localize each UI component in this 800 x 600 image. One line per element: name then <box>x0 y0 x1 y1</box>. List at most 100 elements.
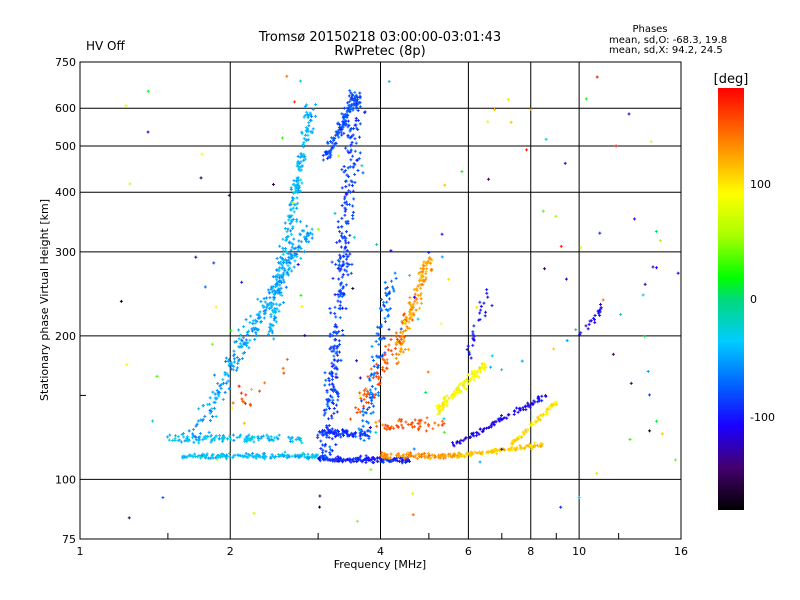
echo-point <box>368 430 372 434</box>
echo-point <box>369 412 373 416</box>
echo-point <box>274 274 278 278</box>
echo-point <box>374 430 378 434</box>
echo-point <box>223 390 227 394</box>
echo-point <box>299 152 303 156</box>
echo-point <box>210 453 214 457</box>
echo-point <box>349 143 353 147</box>
echo-point <box>426 259 430 263</box>
echo-point <box>333 312 337 316</box>
y-tick-label: 100 <box>55 473 76 486</box>
echo-point <box>532 444 536 448</box>
echo-point <box>370 402 374 406</box>
echo-point <box>197 435 201 439</box>
echo-point <box>245 333 249 337</box>
echo-point <box>286 234 290 238</box>
echo-point <box>286 264 290 268</box>
echo-point <box>413 299 417 303</box>
echo-point <box>382 454 386 458</box>
echo-point <box>418 425 422 429</box>
echo-point <box>361 409 365 413</box>
echo-point <box>219 386 223 390</box>
y-tick-label: 400 <box>55 186 76 199</box>
echo-point <box>563 161 567 165</box>
echo-point <box>417 306 421 310</box>
echo-point <box>323 455 327 459</box>
echo-point <box>324 408 328 412</box>
echo-point <box>211 390 215 394</box>
echo-point <box>338 304 342 308</box>
echo-point <box>182 435 186 439</box>
echo-point <box>406 326 410 330</box>
echo-point <box>385 455 389 459</box>
echo-point <box>226 437 230 441</box>
echo-point <box>269 455 273 459</box>
echo-point <box>276 437 280 441</box>
echo-point <box>442 430 446 434</box>
echo-point <box>337 306 341 310</box>
echo-point <box>290 269 294 273</box>
echo-point <box>337 277 341 281</box>
echo-point <box>249 314 253 318</box>
echo-point <box>345 202 349 206</box>
echo-point <box>263 300 267 304</box>
echo-point <box>501 416 505 420</box>
echo-point <box>277 287 281 291</box>
echo-point <box>434 455 438 459</box>
echo-point <box>401 426 405 430</box>
echo-point <box>407 301 411 305</box>
echo-point <box>387 292 391 296</box>
echo-point <box>419 453 423 457</box>
echo-point <box>230 406 234 410</box>
echo-point <box>304 133 308 137</box>
echo-point <box>310 454 314 458</box>
echo-point <box>586 327 590 331</box>
echo-point <box>248 338 252 342</box>
colorbar-tick-label: 0 <box>750 293 757 306</box>
echo-point <box>643 282 647 286</box>
echo-point <box>471 375 475 379</box>
echo-point <box>380 297 384 301</box>
echo-point <box>327 149 331 153</box>
echo-point <box>507 449 511 453</box>
echo-point <box>328 394 332 398</box>
echo-point <box>334 323 338 327</box>
echo-point <box>409 303 413 307</box>
echo-point <box>601 298 605 302</box>
echo-point <box>257 313 261 317</box>
echo-point <box>431 427 435 431</box>
chart-title: Tromsø 20150218 03:00:00-03:01:43 <box>258 30 501 45</box>
echo-point <box>206 402 210 406</box>
echo-point <box>300 181 304 185</box>
echo-point <box>533 441 537 445</box>
echo-point <box>455 388 459 392</box>
echo-point <box>534 420 538 424</box>
echo-point <box>386 285 390 289</box>
echo-point <box>342 118 346 122</box>
echo-point <box>375 459 379 463</box>
echo-point <box>367 406 371 410</box>
echo-point <box>281 265 285 269</box>
echo-point <box>221 397 225 401</box>
echo-point <box>447 396 451 400</box>
echo-point <box>287 435 291 439</box>
echo-point <box>210 438 214 442</box>
echo-point <box>300 154 304 158</box>
echo-point <box>471 431 475 435</box>
echo-point <box>338 127 342 131</box>
echo-point <box>466 382 470 386</box>
echo-point <box>293 100 297 104</box>
echo-point <box>384 291 388 295</box>
echo-point <box>300 240 304 244</box>
echo-point <box>338 343 342 347</box>
echo-point <box>327 383 331 387</box>
echo-point <box>124 104 128 108</box>
echo-point <box>299 247 303 251</box>
echo-point <box>302 115 306 119</box>
echo-point <box>299 256 303 260</box>
echo-point <box>247 433 251 437</box>
echo-point <box>492 423 496 427</box>
echo-point <box>336 225 340 229</box>
echo-point <box>384 361 388 365</box>
echo-point <box>335 350 339 354</box>
echo-point <box>376 366 380 370</box>
